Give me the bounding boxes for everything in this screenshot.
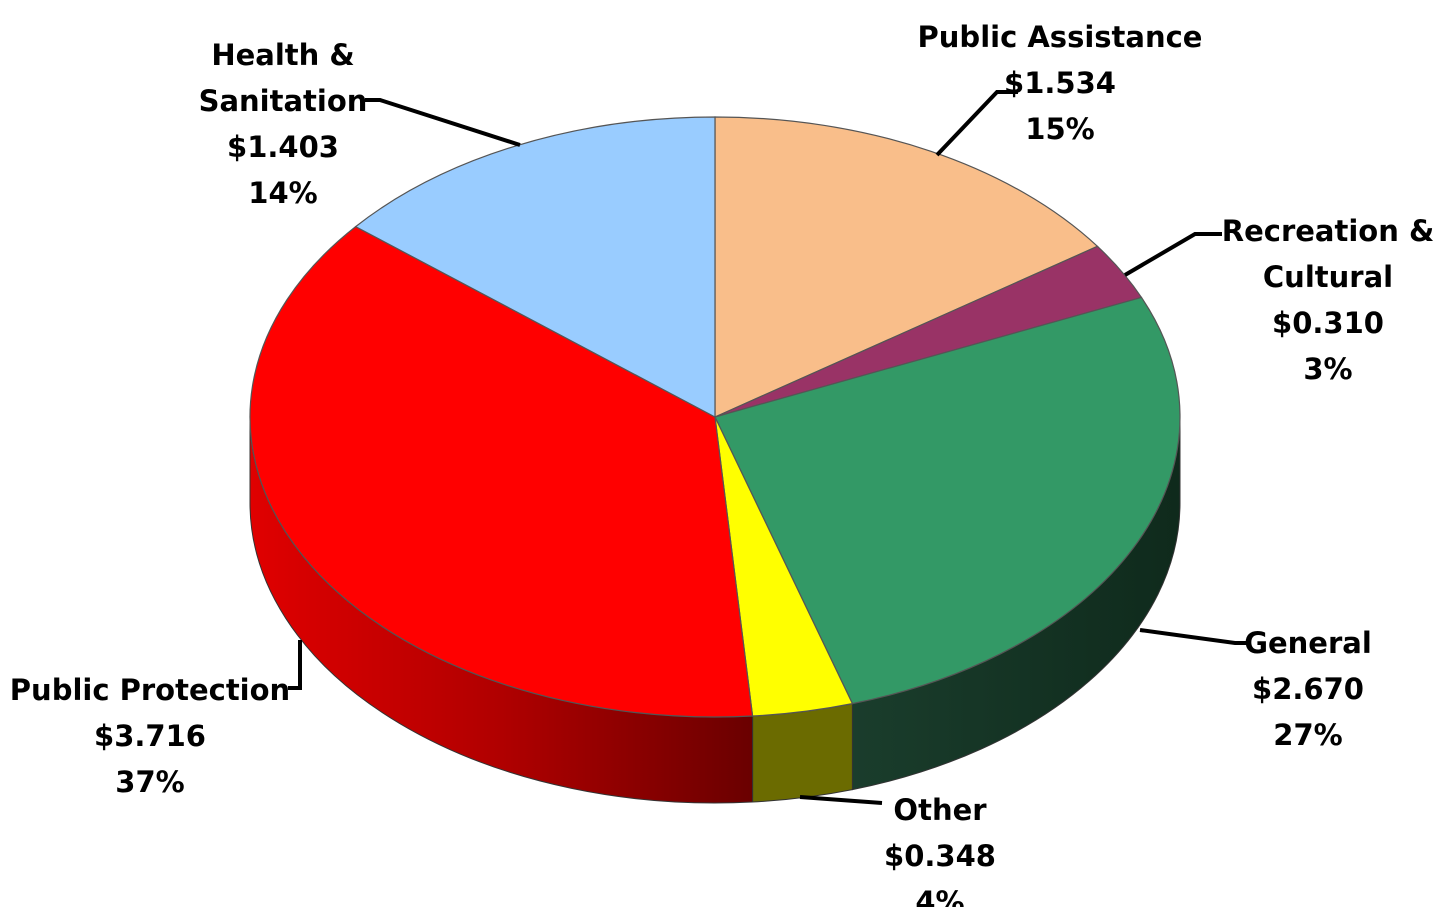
slice-label-recreation-and-cultural-name: Recreation & xyxy=(1222,214,1435,248)
slice-label-health-and-sanitation-name: Sanitation xyxy=(199,84,368,118)
leader-line-public-assistance xyxy=(935,90,1018,157)
pie-slice-public-assistance xyxy=(714,116,1099,418)
slice-labels: Public Assistance $1.534 15% Recreation & Cu… xyxy=(10,20,1434,907)
pie-slice-public-protection xyxy=(249,225,754,718)
slice-label-general-name: General xyxy=(1244,626,1372,660)
leader-lines xyxy=(288,90,1248,805)
slice-label-health-and-sanitation-percent: 14% xyxy=(248,176,317,210)
slice-label-health-and-sanitation-value: $1.403 xyxy=(227,130,339,164)
leader-line-health-and-sanitation xyxy=(365,98,521,147)
slice-label-public-protection-percent: 37% xyxy=(115,765,184,799)
slice-label-public-assistance-value: $1.534 xyxy=(1004,66,1116,100)
pie-slice-general xyxy=(714,296,1181,705)
slice-label-general-percent: 27% xyxy=(1273,718,1342,752)
slice-label-public-protection-name: Public Protection xyxy=(10,673,290,707)
pie-side-other xyxy=(752,702,853,803)
slice-label-recreation-and-cultural-percent: 3% xyxy=(1303,352,1352,386)
slice-label-other-percent: 4% xyxy=(915,885,964,907)
leader-line-other xyxy=(799,795,883,805)
leader-line-public-protection xyxy=(288,640,302,690)
slice-label-other-value: $0.348 xyxy=(884,839,996,873)
slice-label-recreation-and-cultural-value: $0.310 xyxy=(1272,306,1384,340)
slice-label-public-protection-value: $3.716 xyxy=(94,719,206,753)
slice-label-other-name: Other xyxy=(893,793,987,827)
slice-label-public-assistance-name: Public Assistance xyxy=(918,20,1203,54)
slice-label-general-value: $2.670 xyxy=(1252,672,1364,706)
slice-label-recreation-and-cultural-name: Cultural xyxy=(1263,260,1393,294)
slice-label-public-assistance-percent: 15% xyxy=(1025,112,1094,146)
pie-top-layer xyxy=(249,116,1181,718)
slice-label-health-and-sanitation-name: Health & xyxy=(211,38,354,72)
leader-line-recreation-and-cultural xyxy=(1123,232,1222,277)
leader-line-general xyxy=(1139,628,1248,645)
